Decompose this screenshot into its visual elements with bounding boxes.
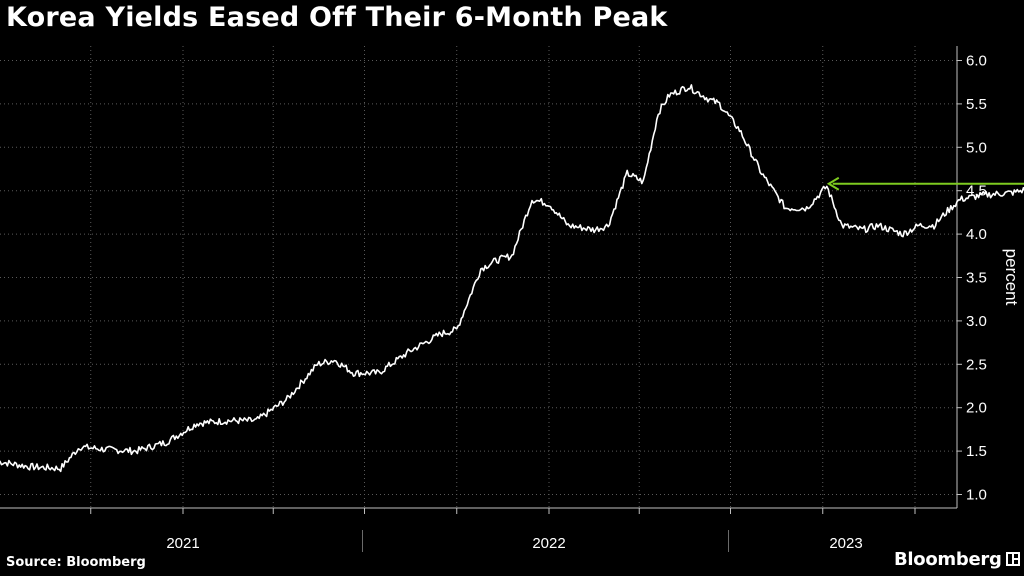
y-tick-label: 2.0	[966, 400, 987, 417]
x-tick-label: 2021	[166, 535, 199, 552]
bloomberg-logo: Bloomberg	[894, 549, 1002, 570]
annotations	[826, 176, 1024, 191]
y-tick-label: 4.0	[966, 226, 987, 243]
y-tick-label: 2.5	[966, 356, 987, 373]
y-tick-label: 5.0	[966, 139, 987, 156]
y-tick-label: 1.0	[966, 487, 987, 504]
y-axis-label: percent	[1002, 249, 1021, 306]
bloomberg-terminal-icon	[1006, 552, 1020, 566]
y-tick-label: 3.5	[966, 270, 987, 287]
y-tick-label: 6.0	[966, 53, 987, 70]
y-tick-label: 5.5	[966, 96, 987, 113]
yield-series-line	[0, 84, 1024, 473]
y-tick-label: 3.0	[966, 313, 987, 330]
x-tick-label: 2022	[532, 535, 565, 552]
source-note: Source: Bloomberg	[6, 555, 146, 570]
grid-lines	[0, 46, 957, 508]
series-layer	[0, 84, 1024, 473]
x-tick-label: 2023	[829, 535, 862, 552]
chart-title: Korea Yields Eased Off Their 6-Month Pea…	[6, 2, 668, 33]
y-tick-label: 1.5	[966, 443, 987, 460]
annotation-arrowhead	[826, 176, 840, 191]
